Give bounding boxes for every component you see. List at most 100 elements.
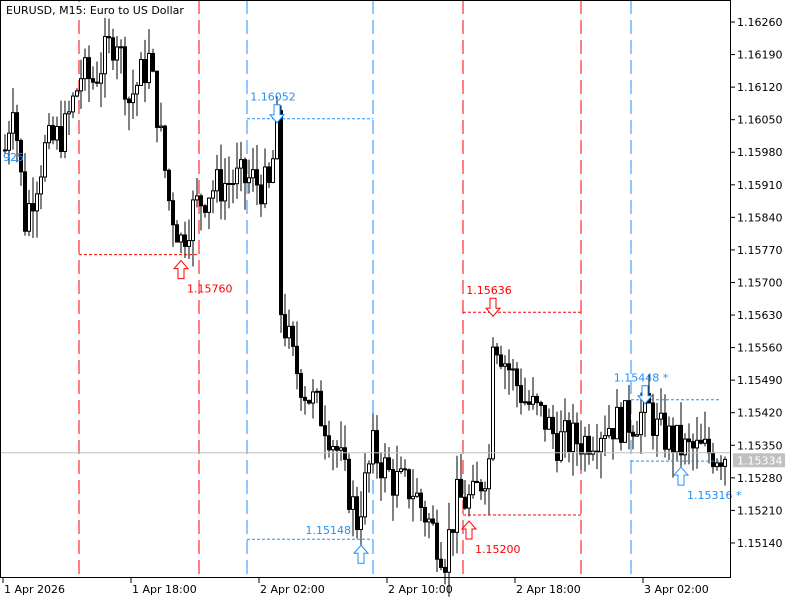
price-axis[interactable]: 1.16260 1.16190 1.16120 1.16050 1.15980 1.159… (730, 16, 783, 550)
candle-body (499, 354, 503, 367)
candle-body (219, 169, 223, 202)
candle-body (467, 494, 471, 509)
y-tick-label: 1.15980 (737, 146, 783, 159)
arrow-up-icon (352, 544, 370, 564)
candle-body (75, 90, 79, 97)
candle-body (259, 184, 263, 205)
candle-body (507, 363, 511, 371)
candle-body (375, 430, 379, 464)
candle-body (235, 167, 239, 185)
candle-body (723, 458, 727, 467)
candle-body (11, 112, 15, 134)
candle-body (491, 346, 495, 460)
clipped-level-label: 925 (3, 151, 24, 164)
candle-body (619, 406, 623, 443)
candle-body (547, 416, 551, 430)
candle-body (399, 468, 403, 472)
candle-body (575, 422, 579, 445)
candle-body (443, 566, 447, 573)
x-tick-label: 2 Apr 10:00 (388, 583, 453, 596)
time-axis[interactable]: 1 Apr 2026 1 Apr 18:00 2 Apr 02:00 2 Apr 10… (2, 577, 709, 596)
candle-body (479, 482, 483, 492)
level-label: 1.15316 * (687, 489, 742, 502)
candle-body (231, 183, 235, 186)
candle-body (319, 390, 323, 427)
candle-body (311, 391, 315, 404)
candle-body (347, 458, 351, 510)
candle-body (315, 390, 319, 393)
candle-body (195, 195, 199, 201)
candle-body (247, 177, 251, 184)
candle-body (459, 478, 463, 498)
candle-body (531, 395, 535, 405)
y-tick-label: 1.15700 (737, 276, 783, 289)
candle-body (143, 59, 147, 84)
candle-body (699, 439, 703, 444)
candle-body (331, 445, 335, 451)
candle-body (155, 70, 159, 128)
level-label: 1.16052 (250, 91, 296, 104)
candle-body (239, 159, 243, 169)
candle-body (419, 492, 423, 508)
arrow-up-icon (460, 520, 478, 540)
candle-body (199, 195, 203, 207)
candle-body (43, 142, 47, 178)
candle-body (255, 169, 259, 186)
candle-body (307, 399, 311, 404)
y-tick-label: 1.15420 (737, 407, 783, 420)
candle-body (151, 52, 155, 72)
y-tick-label: 1.15350 (737, 439, 783, 452)
candle-body (451, 529, 455, 533)
candle-body (63, 113, 67, 153)
candle-body (711, 452, 715, 468)
candle-body (27, 203, 31, 232)
candle-body (383, 457, 387, 479)
candle-body (587, 435, 591, 455)
candle-body (659, 412, 663, 420)
candle-body (15, 112, 19, 141)
candle-body (355, 496, 359, 531)
candle-body (359, 516, 363, 531)
candle-body (487, 458, 491, 490)
candle-body (55, 125, 59, 141)
candle-body (291, 325, 295, 347)
candle-body (183, 234, 187, 247)
level-annotations: 1.15760 1.16052 1.15148 1.15636 1.15200 1.154… (79, 91, 742, 564)
candle-body (571, 422, 575, 453)
candle-body (583, 435, 587, 455)
candle-body (87, 57, 91, 80)
candle-body (287, 325, 291, 339)
candle-body (279, 110, 283, 316)
candle-body (35, 193, 39, 212)
candle-body (135, 84, 139, 95)
candle-body (607, 427, 611, 437)
candle-body (147, 52, 151, 84)
level-label: 1.15148 (306, 524, 352, 537)
candle-body (411, 495, 415, 500)
candle-body (131, 93, 135, 104)
candle-body (395, 470, 399, 496)
candle-body (371, 430, 375, 465)
candle-body (715, 462, 719, 468)
candle-body (251, 169, 255, 179)
candle-body (215, 169, 219, 192)
candle-body (599, 437, 603, 453)
candle-body (403, 468, 407, 471)
candle-body (119, 46, 123, 49)
candle-body (67, 111, 71, 115)
candle-body (535, 395, 539, 404)
candle-body (595, 450, 599, 453)
candle-body (671, 425, 675, 453)
candle-body (447, 529, 451, 573)
arrow-down-icon (484, 297, 502, 318)
arrow-up-icon (172, 259, 190, 280)
y-tick-label: 1.16120 (737, 81, 783, 94)
candle-body (175, 224, 179, 243)
candle-body (579, 443, 583, 455)
candle-body (471, 480, 475, 496)
candle-body (179, 234, 183, 243)
candle-body (243, 159, 247, 184)
candle-body (483, 488, 487, 492)
